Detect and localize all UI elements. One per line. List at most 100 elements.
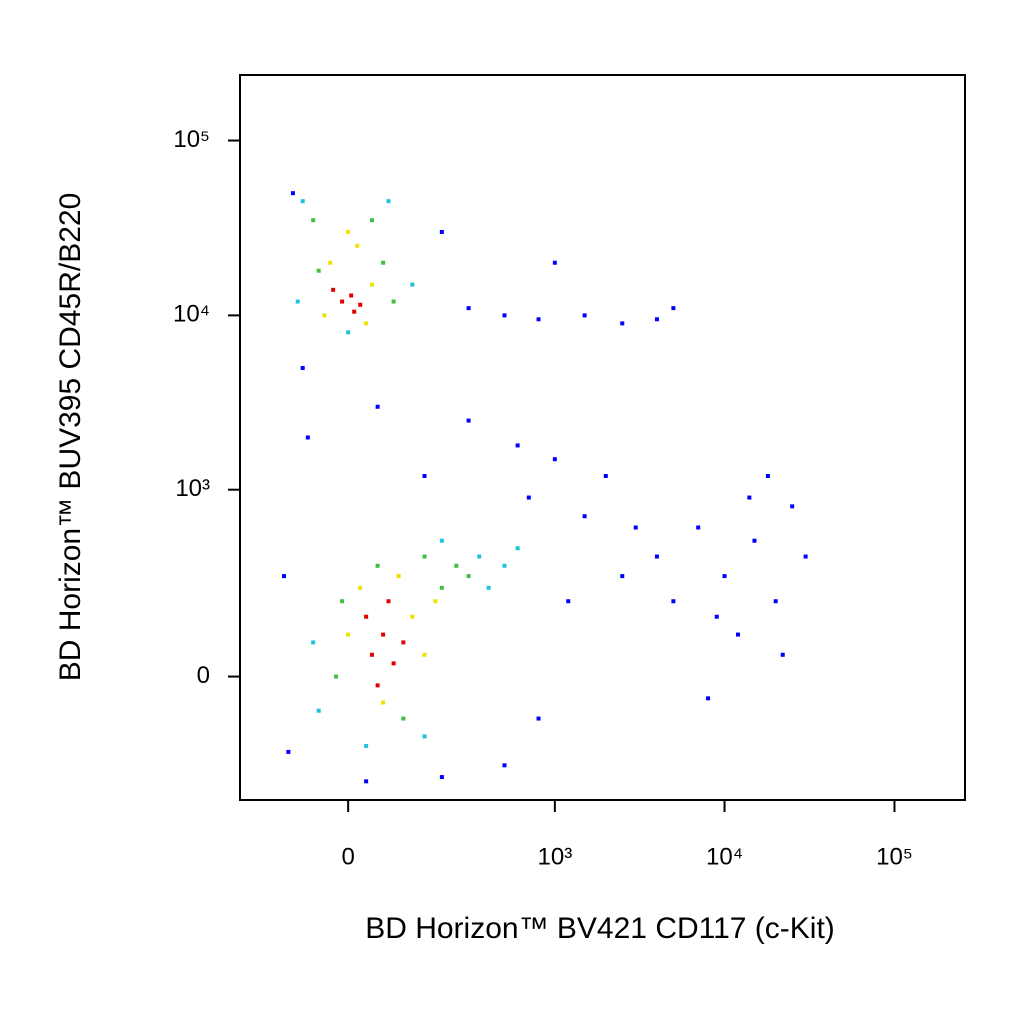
- x-axis-label: BD Horizon™ BV421 CD117 (c-Kit): [365, 912, 835, 945]
- point: [316, 708, 321, 713]
- point: [803, 554, 808, 559]
- point: [386, 199, 391, 204]
- point: [316, 268, 321, 273]
- point: [422, 474, 427, 479]
- point: [526, 495, 531, 500]
- point: [386, 599, 391, 604]
- point: [358, 302, 363, 307]
- point: [375, 563, 380, 568]
- point: [654, 554, 659, 559]
- point: [433, 599, 438, 604]
- point: [790, 504, 795, 509]
- point: [439, 229, 444, 234]
- point: [364, 321, 369, 326]
- point: [369, 218, 374, 223]
- point: [439, 585, 444, 590]
- point: [391, 299, 396, 304]
- x-tick-label: 10⁵: [876, 843, 913, 870]
- point: [566, 599, 571, 604]
- point: [358, 585, 363, 590]
- point: [466, 418, 471, 423]
- point: [286, 749, 291, 754]
- point: [747, 495, 752, 500]
- point: [322, 313, 327, 318]
- point: [714, 614, 719, 619]
- point: [552, 457, 557, 462]
- point: [311, 218, 316, 223]
- point: [671, 599, 676, 604]
- point: [381, 632, 386, 637]
- point: [364, 779, 369, 784]
- point: [466, 574, 471, 579]
- point: [375, 404, 380, 409]
- point: [334, 674, 339, 679]
- point: [295, 299, 300, 304]
- point: [290, 191, 295, 196]
- point: [582, 313, 587, 318]
- plot-frame: [239, 74, 966, 801]
- point: [369, 282, 374, 287]
- point: [364, 614, 369, 619]
- point: [752, 538, 757, 543]
- point: [305, 435, 310, 440]
- point: [654, 317, 659, 322]
- point: [582, 514, 587, 519]
- point: [346, 632, 351, 637]
- point: [300, 199, 305, 204]
- point: [536, 716, 541, 721]
- point: [620, 321, 625, 326]
- point: [477, 554, 482, 559]
- point: [486, 585, 491, 590]
- point: [346, 330, 351, 335]
- y-tick-label: 10⁵: [173, 126, 210, 153]
- y-tick-label: 10³: [175, 475, 210, 502]
- point: [410, 614, 415, 619]
- point: [328, 260, 333, 265]
- point: [722, 574, 727, 579]
- point: [375, 683, 380, 688]
- point: [381, 260, 386, 265]
- point: [439, 538, 444, 543]
- point: [466, 306, 471, 311]
- x-tick-label: 0: [341, 843, 354, 870]
- point: [340, 299, 345, 304]
- point: [352, 309, 357, 314]
- point: [439, 775, 444, 780]
- point: [780, 652, 785, 657]
- y-axis-label: BD Horizon™ BUV395 CD45R/B220: [54, 193, 87, 682]
- point: [515, 546, 520, 551]
- point: [396, 574, 401, 579]
- x-tick-label: 10³: [538, 843, 573, 870]
- point: [422, 652, 427, 657]
- point: [502, 313, 507, 318]
- point: [773, 599, 778, 604]
- point: [765, 474, 770, 479]
- point: [300, 366, 305, 371]
- point: [502, 763, 507, 768]
- point: [340, 599, 345, 604]
- point: [671, 306, 676, 311]
- point: [331, 287, 336, 292]
- point: [364, 743, 369, 748]
- point: [515, 443, 520, 448]
- point: [536, 317, 541, 322]
- point: [401, 716, 406, 721]
- point: [706, 696, 711, 701]
- y-tick-label: 0: [197, 662, 210, 689]
- point: [603, 474, 608, 479]
- point: [422, 734, 427, 739]
- point: [502, 563, 507, 568]
- x-tick-label: 10⁴: [706, 843, 743, 870]
- point: [552, 260, 557, 265]
- point: [281, 574, 286, 579]
- point: [391, 661, 396, 666]
- point: [311, 640, 316, 645]
- point: [633, 525, 638, 530]
- point: [454, 563, 459, 568]
- point: [349, 293, 354, 298]
- y-tick-label: 10⁴: [173, 301, 210, 328]
- point: [735, 632, 740, 637]
- point: [620, 574, 625, 579]
- point: [346, 229, 351, 234]
